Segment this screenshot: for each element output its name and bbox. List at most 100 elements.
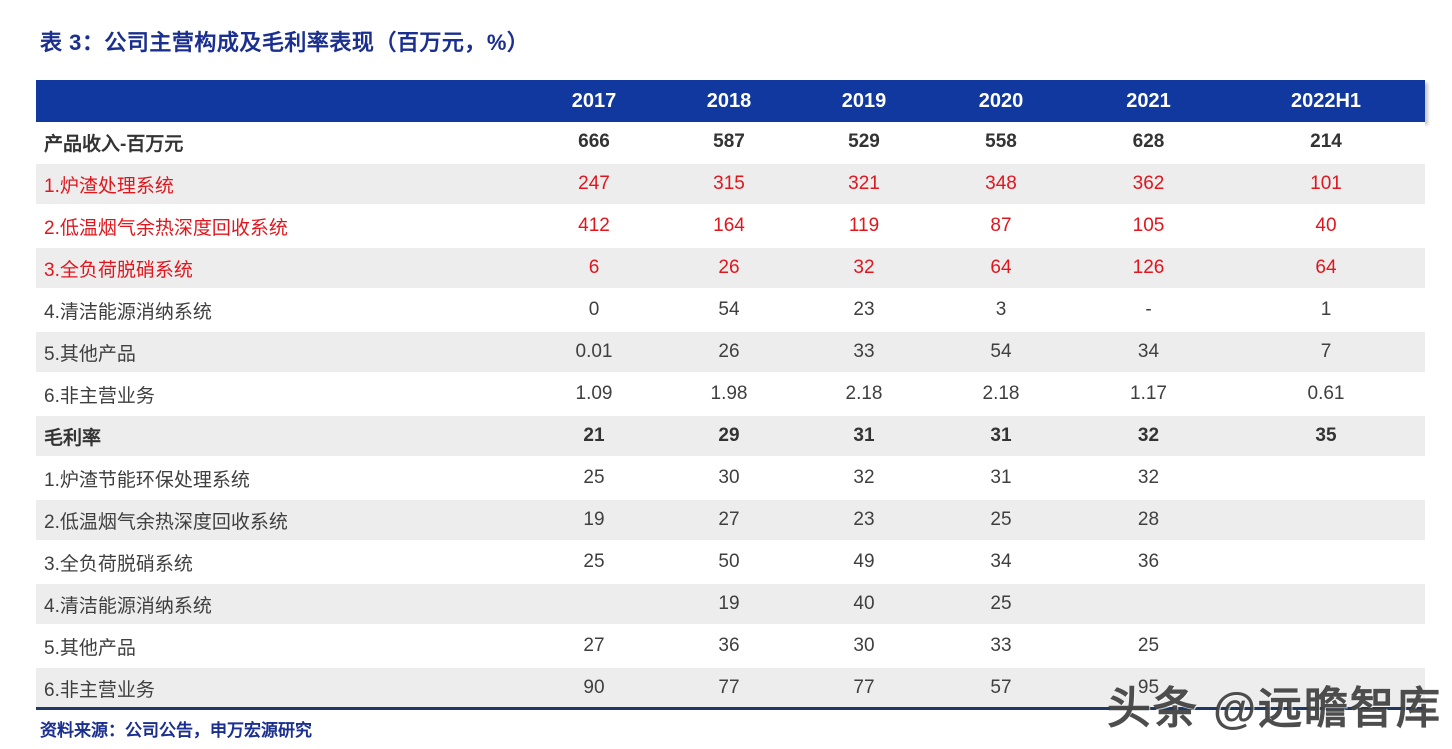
row-label: 3.全负荷脱硝系统: [44, 553, 193, 575]
cell-value: 25: [1137, 635, 1160, 656]
cell-value: 2.18: [982, 383, 1020, 404]
cell-value: 77: [718, 677, 740, 698]
table-body: 产品收入-百万元 666 587 529 558 628 214 1.炉渣处理系统 247 315…: [36, 122, 1425, 710]
row-label: 4.清洁能源消纳系统: [44, 595, 212, 617]
cell-value: 28: [1137, 509, 1160, 530]
cell-value: 529: [848, 131, 880, 152]
cell-value: 126: [1132, 257, 1165, 278]
row-label: 2.低温烟气余热深度回收系统: [44, 217, 288, 239]
cell-value: 7: [1320, 341, 1332, 362]
cell-value: 26: [718, 341, 740, 362]
row-label: 5.其他产品: [44, 637, 136, 659]
cell-value: 30: [853, 635, 875, 656]
cell-value: 32: [853, 467, 875, 488]
cell-value: 164: [713, 215, 745, 236]
table-title: 表 3：公司主营构成及毛利率表现（百万元，%）: [40, 30, 530, 55]
cell-value: 247: [578, 173, 610, 194]
table-row: 3.全负荷脱硝系统 25 50 49 34 36: [36, 542, 1425, 584]
cell-value: 50: [718, 551, 740, 572]
cell-value: [1070, 584, 1227, 624]
cell-value: 666: [578, 131, 610, 152]
cell-value: 412: [578, 215, 610, 236]
cell-value: 101: [1310, 173, 1342, 194]
row-label: 1.炉渣处理系统: [44, 175, 174, 197]
column-header: 2017: [571, 89, 617, 112]
cell-value: 32: [1137, 467, 1160, 488]
cell-value: 315: [713, 173, 745, 194]
cell-value: 25: [583, 551, 605, 572]
cell-value: 6: [588, 257, 600, 278]
cell-value: 31: [990, 425, 1012, 446]
header-spacer: [36, 80, 526, 122]
cell-value: 23: [853, 509, 875, 530]
cell-value: 23: [853, 299, 875, 320]
cell-value: 119: [848, 215, 880, 236]
table-row: 毛利率 21 29 31 31 32 35: [36, 416, 1425, 458]
table-row: 5.其他产品 0.01 26 33 54 34 7: [36, 332, 1425, 374]
cell-value: 54: [718, 299, 740, 320]
cell-value: 1.98: [710, 383, 748, 404]
cell-value: 0.61: [1307, 383, 1345, 404]
cell-value: 95: [1137, 677, 1160, 698]
row-label: 3.全负荷脱硝系统: [44, 259, 193, 281]
cell-value: 628: [1132, 131, 1165, 152]
cell-value: 0: [588, 299, 600, 320]
cell-value: 64: [990, 257, 1012, 278]
column-header: 2019: [841, 89, 887, 112]
cell-value: [526, 584, 662, 624]
table-row: 1.炉渣节能环保处理系统 25 30 32 31 32: [36, 458, 1425, 500]
cell-value: 36: [718, 635, 740, 656]
row-label: 4.清洁能源消纳系统: [44, 301, 212, 323]
data-table: 2017 2018 2019 2020 2021 2022H1 产品收入-百万元 666 58…: [36, 80, 1425, 710]
cell-value: 40: [853, 593, 875, 614]
cell-value: 34: [1137, 341, 1160, 362]
cell-value: 25: [990, 593, 1012, 614]
cell-value: 31: [990, 467, 1012, 488]
table-row: 产品收入-百万元 666 587 529 558 628 214: [36, 122, 1425, 164]
cell-value: [1227, 584, 1425, 624]
cell-value: [1227, 542, 1425, 582]
table-header-row: 2017 2018 2019 2020 2021 2022H1: [36, 80, 1425, 122]
cell-value: 33: [990, 635, 1012, 656]
cell-value: 26: [718, 257, 740, 278]
cell-value: [1227, 458, 1425, 498]
cell-value: 32: [1137, 425, 1160, 446]
column-header: 2021: [1126, 89, 1171, 112]
cell-value: 2.18: [845, 383, 883, 404]
cell-value: 77: [853, 677, 875, 698]
cell-value: -: [1145, 299, 1152, 320]
cell-value: 558: [985, 131, 1017, 152]
source-note: 资料来源：公司公告，申万宏源研究: [40, 721, 312, 740]
column-header: 2020: [978, 89, 1024, 112]
cell-value: [1227, 626, 1425, 666]
table-row: 4.清洁能源消纳系统 19 40 25: [36, 584, 1425, 626]
cell-value: 34: [990, 551, 1012, 572]
row-label: 产品收入-百万元: [44, 133, 184, 155]
table-row: 4.清洁能源消纳系统 0 54 23 3 - 1: [36, 290, 1425, 332]
cell-value: 90: [583, 677, 605, 698]
cell-value: 57: [990, 677, 1012, 698]
table-row: 2.低温烟气余热深度回收系统 412 164 119 87 105 40: [36, 206, 1425, 248]
cell-value: 87: [990, 215, 1012, 236]
cell-value: 19: [718, 593, 740, 614]
table-row: 2.低温烟气余热深度回收系统 19 27 23 25 28: [36, 500, 1425, 542]
row-label: 6.非主营业务: [44, 385, 155, 407]
cell-value: 54: [990, 341, 1012, 362]
row-label: 毛利率: [44, 427, 102, 449]
table-row: 3.全负荷脱硝系统 6 26 32 64 126 64: [36, 248, 1425, 290]
cell-value: 30: [718, 467, 740, 488]
cell-value: 35: [1315, 425, 1337, 446]
row-label: 5.其他产品: [44, 343, 136, 365]
cell-value: 105: [1132, 215, 1165, 236]
cell-value: 29: [718, 425, 740, 446]
watermark: 头条 @远瞻智库: [1106, 684, 1442, 733]
table-row: 1.炉渣处理系统 247 315 321 348 362 101: [36, 164, 1425, 206]
cell-value: 32: [853, 257, 875, 278]
row-label: 6.非主营业务: [44, 679, 155, 701]
cell-value: 27: [718, 509, 740, 530]
cell-value: 27: [583, 635, 605, 656]
cell-value: 33: [853, 341, 875, 362]
cell-value: 1.17: [1130, 383, 1167, 404]
cell-value: 40: [1315, 215, 1337, 236]
cell-value: 0.01: [575, 341, 613, 362]
